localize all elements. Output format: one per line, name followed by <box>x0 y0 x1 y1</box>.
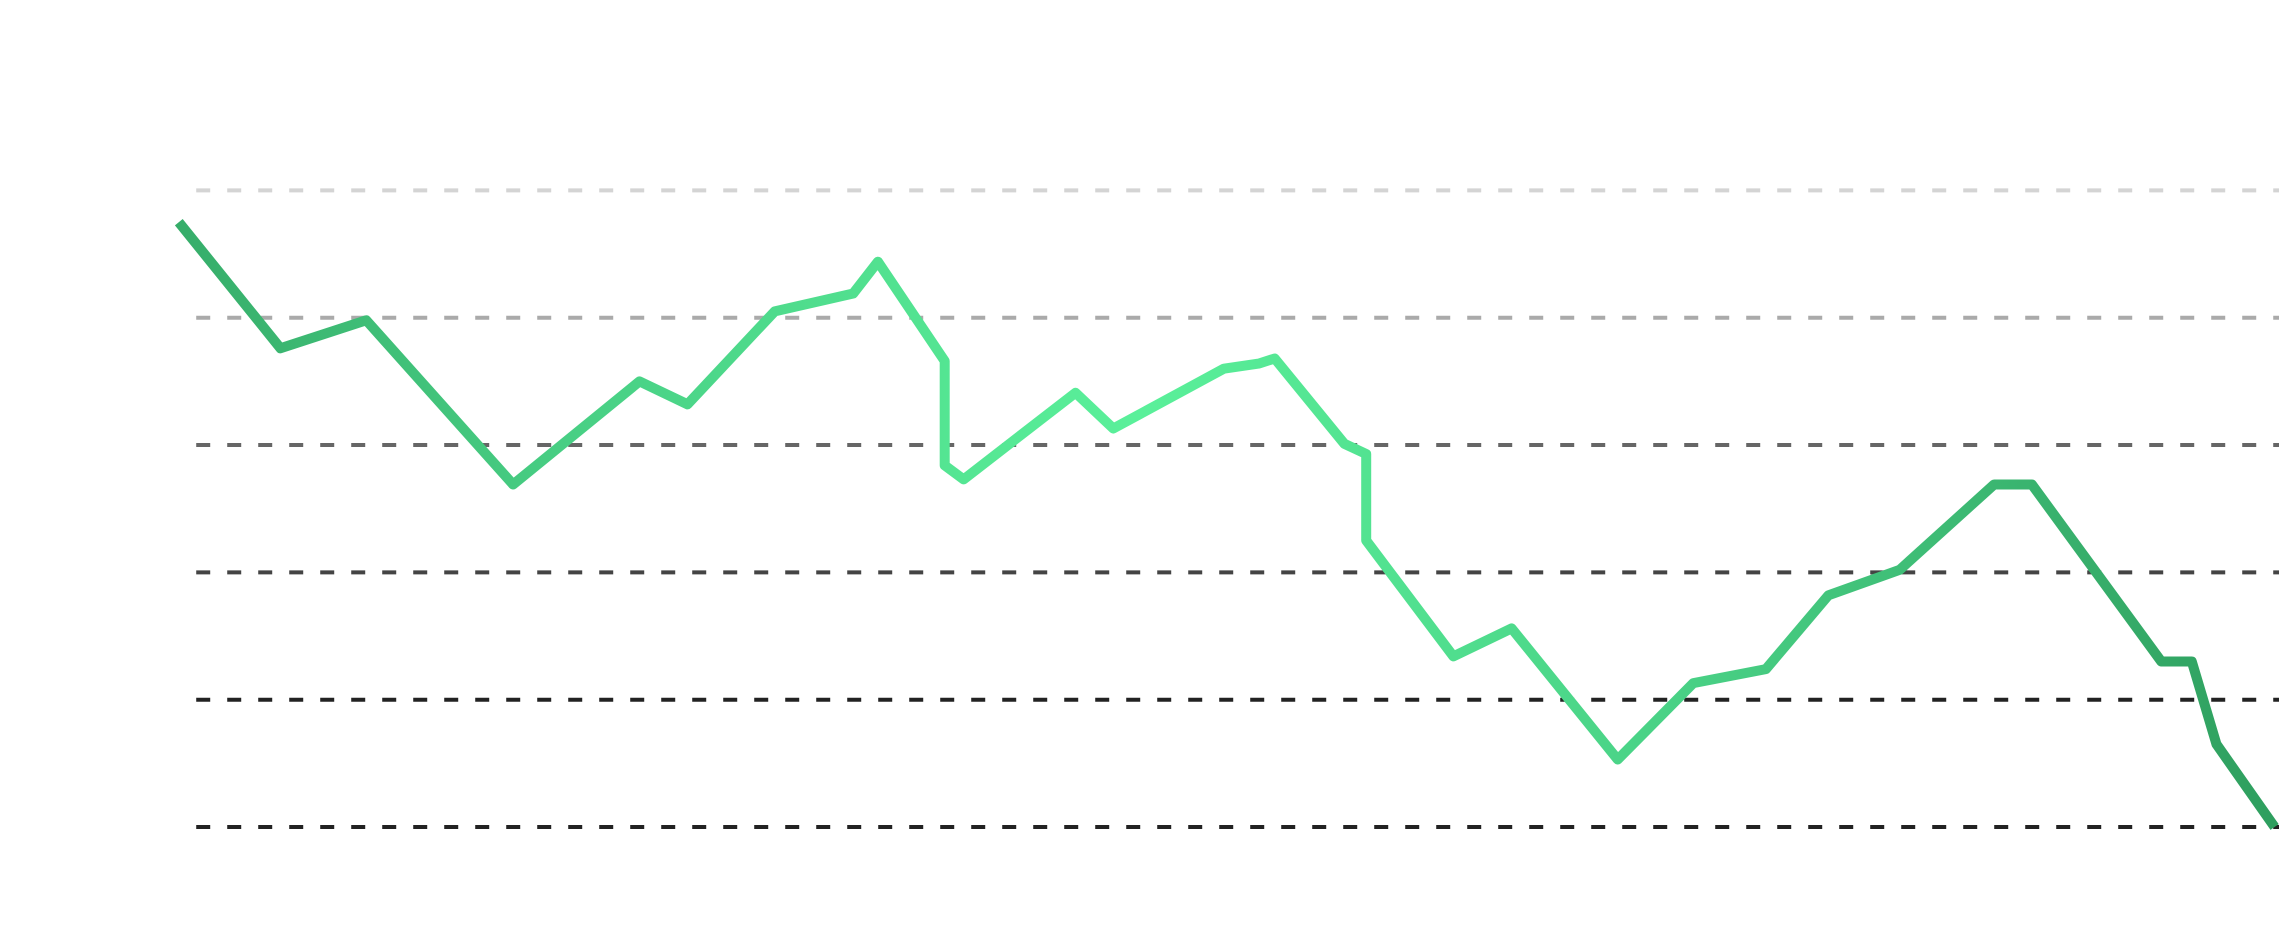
line <box>174 219 2279 830</box>
